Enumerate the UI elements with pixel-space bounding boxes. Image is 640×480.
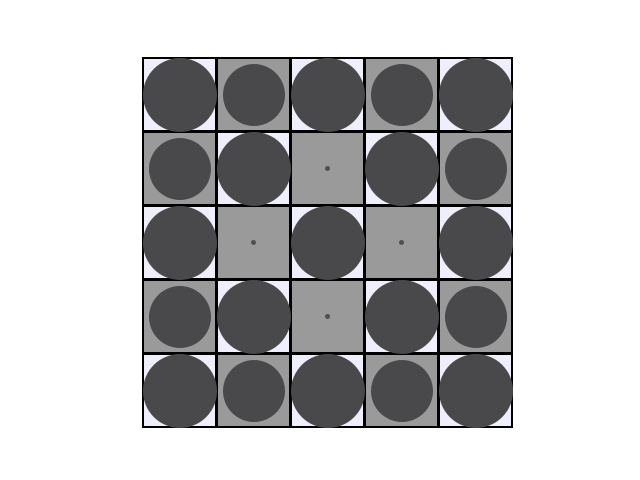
board-cell-r2-c2[interactable] <box>216 131 291 206</box>
board-cell-r1-c2[interactable] <box>218 59 289 130</box>
large-piece-icon[interactable] <box>142 57 217 132</box>
board-cell-r5-c2[interactable] <box>218 355 289 426</box>
large-piece-icon[interactable] <box>290 353 365 428</box>
small-piece-icon[interactable] <box>370 63 433 126</box>
small-piece-icon[interactable] <box>148 137 211 200</box>
center-dot-icon <box>399 240 404 245</box>
board-cell-r2-c3[interactable] <box>292 133 363 204</box>
board-cell-r4-c5[interactable] <box>440 281 511 352</box>
board-cell-r4-c2[interactable] <box>216 279 291 354</box>
board-cell-r5-c1[interactable] <box>142 353 217 428</box>
small-piece-icon[interactable] <box>444 285 507 348</box>
board-cell-r5-c4[interactable] <box>366 355 437 426</box>
large-piece-icon[interactable] <box>142 205 217 280</box>
board-cell-r3-c5[interactable] <box>438 205 513 280</box>
board-cell-r3-c1[interactable] <box>142 205 217 280</box>
board-cell-r4-c3[interactable] <box>292 281 363 352</box>
large-piece-icon[interactable] <box>290 205 365 280</box>
large-piece-icon[interactable] <box>290 57 365 132</box>
game-board <box>142 57 513 428</box>
large-piece-icon[interactable] <box>216 131 291 206</box>
large-piece-icon[interactable] <box>216 279 291 354</box>
large-piece-icon[interactable] <box>438 205 513 280</box>
board-cell-r4-c1[interactable] <box>144 281 215 352</box>
large-piece-icon[interactable] <box>438 353 513 428</box>
large-piece-icon[interactable] <box>142 353 217 428</box>
center-dot-icon <box>251 240 256 245</box>
large-piece-icon[interactable] <box>438 57 513 132</box>
board-cell-r2-c4[interactable] <box>364 131 439 206</box>
small-piece-icon[interactable] <box>222 359 285 422</box>
board-cell-r1-c3[interactable] <box>290 57 365 132</box>
board-cell-r3-c2[interactable] <box>218 207 289 278</box>
board-cell-r4-c4[interactable] <box>364 279 439 354</box>
small-piece-icon[interactable] <box>222 63 285 126</box>
board-cell-r2-c1[interactable] <box>144 133 215 204</box>
board-cell-r2-c5[interactable] <box>440 133 511 204</box>
small-piece-icon[interactable] <box>444 137 507 200</box>
small-piece-icon[interactable] <box>148 285 211 348</box>
board-cell-r1-c4[interactable] <box>366 59 437 130</box>
large-piece-icon[interactable] <box>364 279 439 354</box>
board-cell-r3-c3[interactable] <box>290 205 365 280</box>
large-piece-icon[interactable] <box>364 131 439 206</box>
board-cell-r5-c3[interactable] <box>290 353 365 428</box>
center-dot-icon <box>325 166 330 171</box>
board-cell-r5-c5[interactable] <box>438 353 513 428</box>
small-piece-icon[interactable] <box>370 359 433 422</box>
board-cell-r1-c5[interactable] <box>438 57 513 132</box>
board-cell-r3-c4[interactable] <box>366 207 437 278</box>
center-dot-icon <box>325 314 330 319</box>
board-cell-r1-c1[interactable] <box>142 57 217 132</box>
